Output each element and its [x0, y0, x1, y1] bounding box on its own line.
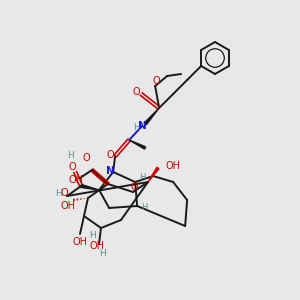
Polygon shape [81, 184, 99, 190]
Text: H: H [55, 190, 62, 199]
Text: O: O [68, 162, 76, 172]
Text: N: N [138, 121, 146, 131]
Text: O: O [82, 153, 90, 163]
Text: OH: OH [166, 161, 181, 171]
Text: N: N [106, 166, 115, 176]
Text: H: H [141, 203, 147, 212]
Text: OH: OH [61, 201, 76, 211]
Text: H: H [67, 152, 73, 160]
Text: OH: OH [68, 175, 83, 185]
Text: O: O [106, 150, 114, 160]
Polygon shape [148, 167, 159, 182]
Text: O: O [60, 188, 68, 198]
Text: H: H [133, 124, 140, 133]
Polygon shape [129, 140, 146, 149]
Text: H: H [100, 250, 106, 259]
Polygon shape [144, 108, 159, 125]
Text: OH: OH [73, 237, 88, 247]
Text: H: H [88, 232, 95, 241]
Text: OH: OH [89, 241, 104, 251]
Text: O: O [152, 76, 160, 86]
Text: O: O [130, 182, 138, 192]
Text: H: H [139, 173, 145, 182]
Text: O: O [132, 87, 140, 97]
